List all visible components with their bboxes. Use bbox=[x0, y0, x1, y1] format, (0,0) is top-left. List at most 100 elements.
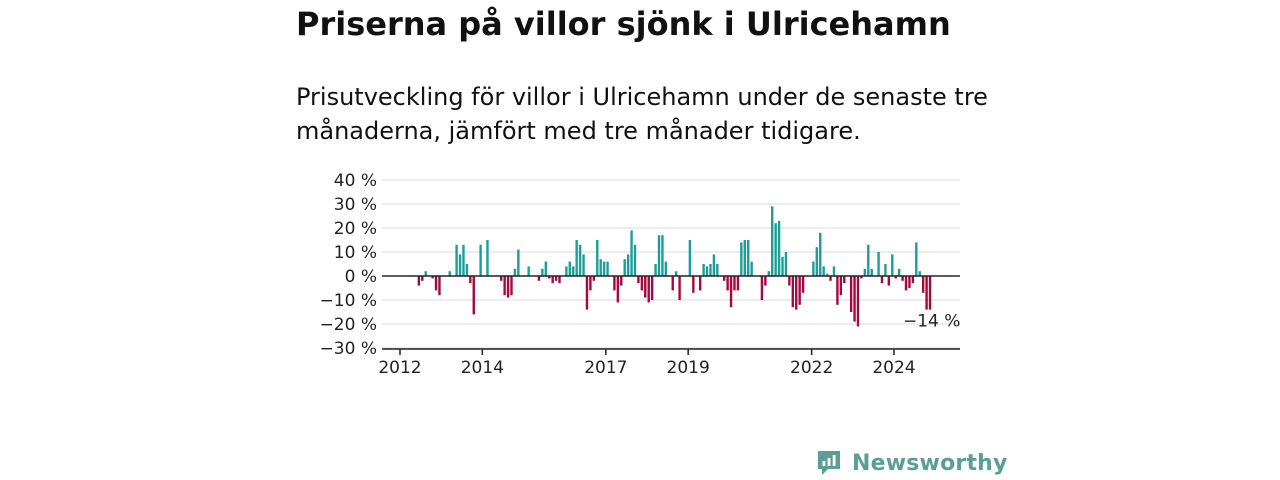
bar bbox=[897, 268, 901, 276]
bar bbox=[819, 232, 822, 276]
newsworthy-logo-icon bbox=[818, 451, 840, 475]
bar bbox=[551, 276, 554, 284]
x-axis-ticks: 2012 2014 2017 2019 2022 2024 bbox=[378, 349, 916, 378]
bar bbox=[832, 266, 836, 276]
bar bbox=[565, 266, 568, 276]
bar bbox=[856, 276, 860, 327]
bar bbox=[774, 223, 777, 276]
brand-name: Newsworthy bbox=[852, 450, 1008, 476]
bar bbox=[867, 244, 870, 276]
bar bbox=[661, 235, 664, 276]
y-axis-tick-labels: 40 % 30 % 20 % 10 % 0 % −10 % −20 % −30 % bbox=[320, 171, 377, 359]
bar bbox=[434, 276, 438, 291]
bar bbox=[798, 276, 801, 305]
x-tick-label: 2024 bbox=[872, 358, 915, 378]
bar bbox=[506, 276, 510, 298]
bar bbox=[438, 276, 441, 296]
bar bbox=[901, 276, 904, 281]
bar-chart: 40 %30 %20 %10 %0 %−10 %−20 %−30 % 2012 2… bbox=[320, 171, 961, 378]
y-tick-label: −10 % bbox=[320, 291, 377, 311]
bar bbox=[921, 276, 925, 293]
x-tick-label: 2017 bbox=[584, 358, 627, 378]
bar bbox=[572, 266, 575, 276]
y-tick-label: 30 % bbox=[334, 195, 377, 215]
bar bbox=[630, 230, 633, 276]
bar bbox=[537, 276, 541, 281]
bar bbox=[777, 220, 781, 276]
bar bbox=[925, 276, 928, 310]
bar bbox=[784, 252, 788, 276]
bar bbox=[729, 276, 733, 308]
bar bbox=[839, 276, 843, 296]
bar bbox=[606, 261, 609, 276]
last-value-annotation: −14 % bbox=[903, 311, 960, 331]
bar bbox=[633, 244, 637, 276]
bar bbox=[620, 276, 623, 286]
bar bbox=[891, 254, 894, 276]
bar bbox=[448, 271, 451, 276]
bar bbox=[472, 276, 475, 315]
bar bbox=[788, 276, 791, 286]
bar bbox=[424, 271, 427, 276]
bar bbox=[678, 276, 681, 300]
bar bbox=[548, 276, 551, 279]
bar bbox=[928, 276, 932, 310]
bar bbox=[417, 276, 421, 286]
bar bbox=[884, 264, 887, 276]
bar bbox=[613, 276, 616, 291]
bar bbox=[795, 276, 798, 310]
bars bbox=[417, 206, 932, 327]
y-tick-label: 10 % bbox=[334, 243, 377, 263]
bar bbox=[692, 276, 695, 293]
bar bbox=[705, 266, 709, 276]
bar bbox=[602, 261, 606, 276]
bar bbox=[764, 276, 767, 286]
bar bbox=[915, 242, 918, 276]
x-tick-label: 2012 bbox=[378, 358, 421, 378]
chart-headline: Priserna på villor sjönk i Ulricehamn bbox=[296, 5, 951, 43]
bar bbox=[510, 276, 513, 296]
bar bbox=[853, 276, 856, 322]
bar bbox=[541, 268, 544, 276]
bar bbox=[589, 276, 592, 291]
bar bbox=[860, 276, 863, 279]
bar bbox=[740, 242, 743, 276]
bar bbox=[458, 254, 462, 276]
newsworthy-brand[interactable]: Newsworthy bbox=[816, 447, 1008, 479]
bar bbox=[554, 276, 558, 281]
y-tick-label: −20 % bbox=[320, 315, 377, 335]
y-tick-label: 20 % bbox=[334, 219, 377, 239]
bar bbox=[486, 240, 489, 276]
bar bbox=[726, 276, 729, 291]
bar bbox=[733, 276, 736, 291]
bar bbox=[825, 273, 829, 276]
bar bbox=[698, 276, 702, 291]
bar bbox=[647, 276, 650, 303]
bar bbox=[626, 254, 630, 276]
bar bbox=[623, 259, 626, 276]
bar bbox=[877, 252, 880, 276]
bar bbox=[479, 244, 482, 276]
bar bbox=[513, 268, 517, 276]
bar bbox=[849, 276, 853, 312]
bar bbox=[829, 276, 832, 281]
bar bbox=[616, 276, 620, 303]
bar bbox=[918, 271, 921, 276]
bar bbox=[500, 276, 503, 281]
bar bbox=[812, 261, 815, 276]
bar bbox=[650, 276, 654, 300]
bar bbox=[781, 256, 784, 276]
bar bbox=[517, 249, 520, 276]
bar bbox=[585, 276, 589, 310]
bar bbox=[503, 276, 506, 296]
bar bbox=[575, 240, 578, 276]
bar bbox=[863, 268, 867, 276]
bar bbox=[462, 244, 465, 276]
bar bbox=[654, 264, 657, 276]
bar bbox=[558, 276, 561, 284]
bar bbox=[592, 276, 596, 281]
bar bbox=[465, 264, 469, 276]
grid-lines bbox=[382, 179, 960, 349]
bar bbox=[599, 259, 602, 276]
bar bbox=[743, 240, 746, 276]
